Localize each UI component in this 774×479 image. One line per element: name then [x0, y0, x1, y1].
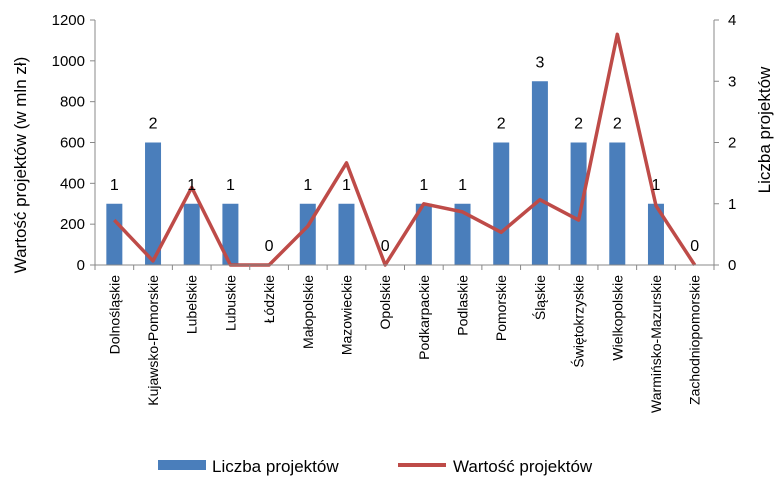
x-category-label: Wielkopolskie [609, 275, 625, 361]
bar-data-label: 1 [303, 177, 312, 194]
x-category-label: Lubuskie [222, 275, 238, 331]
bar [299, 203, 316, 265]
y-tick-label: 1000 [52, 53, 85, 70]
bar [493, 142, 510, 265]
x-category-label: Pomorskie [493, 275, 509, 341]
x-category-label: Zachodniopomorskie [687, 275, 703, 405]
x-category-label: Kujawsko-Pomorskie [145, 275, 161, 406]
bar-data-label: 0 [690, 238, 699, 255]
legend: Liczba projektów Wartość projektów [158, 457, 593, 476]
bar [222, 203, 239, 265]
bar-data-label: 1 [110, 177, 119, 194]
bar [183, 203, 200, 265]
y-tick-label: 0 [77, 257, 85, 274]
y2-tick-label: 3 [728, 73, 736, 90]
value-line [113, 32, 697, 267]
x-category-label: Łódzkie [261, 275, 277, 323]
category-labels: Dolnośląskie Kujawsko-Pomorskie Lubelskie L… [106, 275, 702, 413]
y2-tick-label: 1 [728, 196, 736, 213]
x-category-label: Świętokrzyskie [570, 275, 587, 368]
bar [647, 203, 664, 265]
bar-data-label: 1 [419, 177, 428, 194]
bar-data-label: 1 [652, 177, 661, 194]
bar [338, 203, 355, 265]
bar-data-label: 1 [226, 177, 235, 194]
bar [454, 203, 471, 265]
bar-data-label: 3 [535, 54, 544, 71]
bar-data-label: 0 [265, 238, 274, 255]
legend-bar-label: Liczba projektów [212, 457, 339, 476]
y-tick-label: 800 [60, 94, 85, 111]
x-category-label: Mazowieckie [338, 275, 354, 355]
y-tick-label: 1200 [52, 12, 85, 29]
bar-data-label: 2 [497, 116, 506, 133]
bar-data-label: 2 [149, 116, 158, 133]
x-category-label: Małopolskie [300, 275, 316, 349]
y2-axis-title: Liczba projektów [755, 66, 774, 193]
bar-data-label: 1 [187, 177, 196, 194]
bar-data-label: 2 [574, 116, 583, 133]
y-tick-label: 200 [60, 216, 85, 233]
y2-tick-label: 0 [728, 257, 736, 274]
y-tick-label: 600 [60, 135, 85, 152]
plot-area [106, 32, 697, 267]
legend-bar-swatch [158, 460, 206, 470]
x-category-label: Dolnośląskie [106, 275, 122, 355]
bar-data-label: 2 [613, 116, 622, 133]
bar [609, 142, 626, 265]
bar [145, 142, 162, 265]
bar [106, 203, 123, 265]
bar-data-label: 1 [458, 177, 467, 194]
y2-tick-label: 4 [728, 12, 736, 29]
bar [570, 142, 587, 265]
y-tick-label: 400 [60, 175, 85, 192]
x-category-label: Lubelskie [184, 275, 200, 334]
bar-data-label: 1 [342, 177, 351, 194]
x-category-label: Warmińsko-Mazurskie [648, 275, 664, 413]
bar-data-label: 0 [381, 238, 390, 255]
legend-line-label: Wartość projektów [453, 457, 593, 476]
y2-tick-label: 2 [728, 135, 736, 152]
x-category-label: Opolskie [377, 275, 393, 330]
bar [415, 203, 432, 265]
x-category-label: Podlaskie [455, 275, 471, 336]
x-category-label: Śląskie [531, 275, 548, 320]
data-labels: 1 2 1 1 0 1 1 0 1 1 2 3 2 2 1 0 [110, 54, 699, 255]
x-category-label: Podkarpackie [416, 275, 432, 360]
bar [531, 81, 548, 265]
y-axis-title: Wartość projektów (w mln zł) [11, 57, 30, 274]
